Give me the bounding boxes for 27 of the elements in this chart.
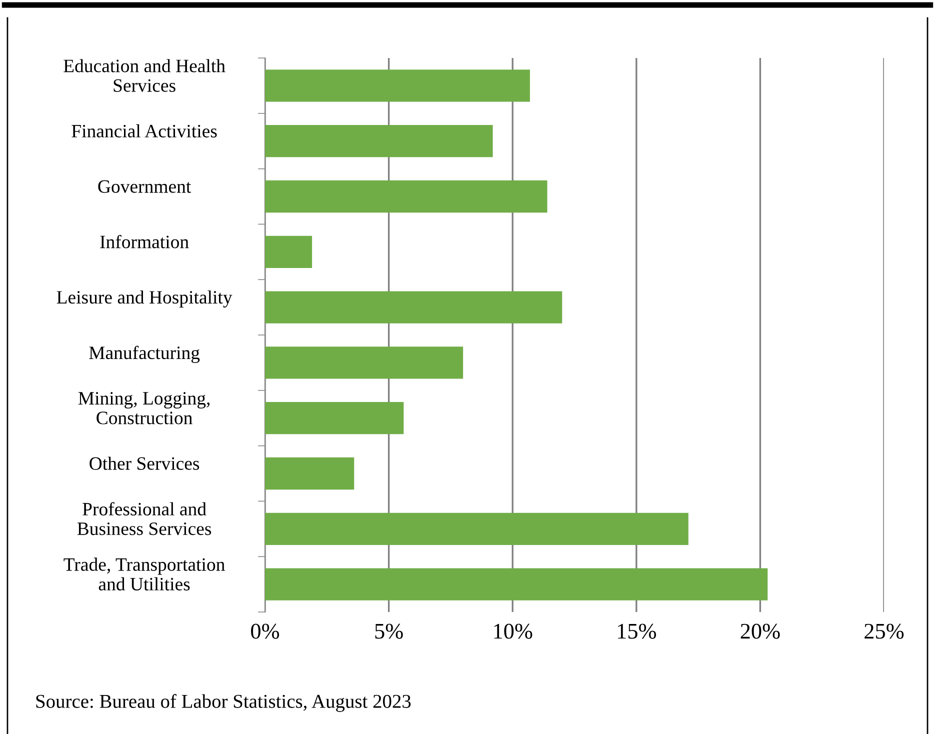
x-tick-label: 25% [864,624,904,639]
x-tick-label: 20% [740,624,780,639]
bar [265,457,354,490]
y-tick-label: Professional and Business Services [77,502,212,536]
y-tick-label: Manufacturing [89,346,200,364]
x-tick-label: 10% [494,624,532,639]
y-tick-label: Trade, Transportation and Utilities [64,558,225,590]
x-tick-label: 0% [251,624,280,639]
y-tick-label: Information [100,234,189,248]
bar [265,70,530,102]
y-tick-label: Leisure and Hospitality [56,290,232,308]
bar [265,180,548,213]
bar [265,402,404,434]
x-tick-label: 5% [375,624,403,639]
y-tick-label: Other Services [90,456,200,470]
source-note: Source: Bureau of Labor Statistics, August 2023 [36,694,411,712]
y-tick-label: Mining, Logging, Construction [78,392,210,424]
bar [265,568,768,600]
bar [265,291,562,324]
y-tick-label: Financial Activities [72,124,217,138]
bar [265,512,688,545]
bar [265,346,464,379]
y-tick-label: Government [98,180,192,193]
bar [265,236,312,268]
y-tick-label: Education and Health Services [64,59,226,92]
x-tick-label: 15% [618,624,656,639]
bar [265,125,493,158]
